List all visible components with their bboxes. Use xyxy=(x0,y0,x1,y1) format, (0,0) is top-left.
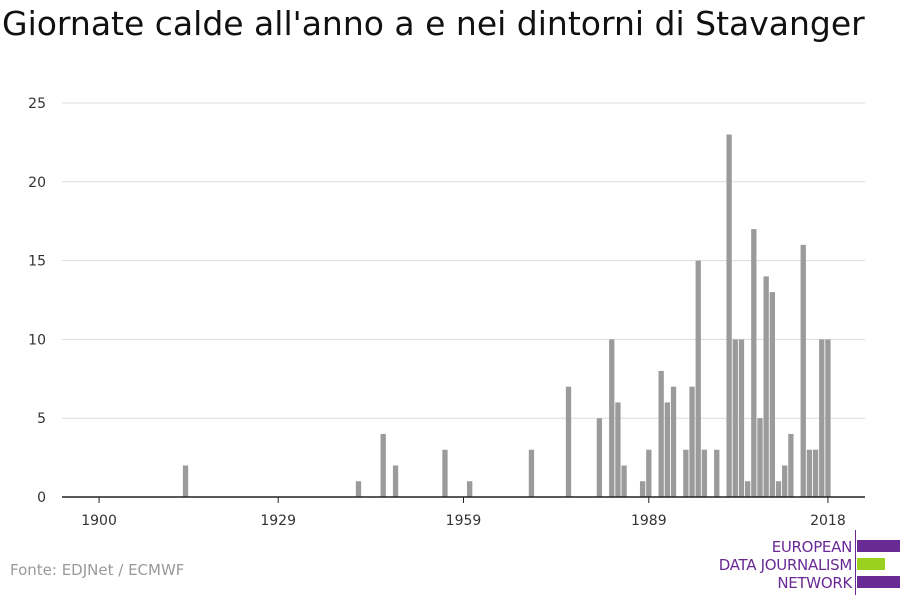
bar[interactable] xyxy=(732,339,738,497)
y-tick-label: 15 xyxy=(28,254,46,270)
bar[interactable] xyxy=(621,465,627,497)
x-axis: 1900 1929 1959 1989 2018 xyxy=(62,496,865,529)
bar[interactable] xyxy=(819,339,825,497)
bar[interactable] xyxy=(695,260,701,497)
edjnet-logo[interactable]: EUROPEAN DATA JOURNALISM NETWORK xyxy=(700,530,900,600)
bar[interactable] xyxy=(380,433,386,497)
bar[interactable] xyxy=(744,481,751,497)
bar[interactable] xyxy=(788,433,794,497)
x-tick-label: 2018 xyxy=(810,513,846,529)
x-tick-label: 1929 xyxy=(260,513,296,529)
bar[interactable] xyxy=(782,465,788,497)
bar[interactable] xyxy=(800,244,806,497)
bar[interactable] xyxy=(701,449,708,497)
bar[interactable] xyxy=(769,292,776,497)
y-axis: 0 5 10 15 20 25 xyxy=(28,96,46,506)
bar[interactable] xyxy=(751,229,757,497)
bar[interactable] xyxy=(757,418,763,497)
y-tick-label: 0 xyxy=(37,490,46,506)
bar[interactable] xyxy=(442,449,448,497)
bar[interactable] xyxy=(609,339,615,497)
bar[interactable] xyxy=(596,418,603,497)
bar[interactable] xyxy=(775,481,782,497)
logo-line-european: EUROPEAN xyxy=(771,538,853,556)
logo-bar-top xyxy=(857,540,900,552)
bar[interactable] xyxy=(658,370,664,497)
bar[interactable] xyxy=(615,402,621,497)
chart-title: Giornate calde all'anno a e nei dintorni… xyxy=(2,4,865,43)
y-tick-label: 20 xyxy=(28,175,46,191)
bar[interactable] xyxy=(825,339,831,497)
bar[interactable] xyxy=(812,449,819,497)
bar[interactable] xyxy=(639,481,646,497)
bar[interactable] xyxy=(528,449,535,497)
bar[interactable] xyxy=(763,276,769,497)
bars xyxy=(182,134,831,497)
bar[interactable] xyxy=(392,465,399,497)
gridlines xyxy=(62,102,865,419)
bar[interactable] xyxy=(714,449,720,497)
bar[interactable] xyxy=(646,449,652,497)
bar[interactable] xyxy=(355,481,362,497)
bar[interactable] xyxy=(467,481,473,497)
y-tick-label: 10 xyxy=(28,332,46,348)
bar[interactable] xyxy=(670,386,677,497)
y-tick-label: 5 xyxy=(37,411,46,427)
y-tick-label: 25 xyxy=(28,96,46,112)
source-note: Fonte: EDJNet / ECMWF xyxy=(10,561,185,579)
bar[interactable] xyxy=(726,134,732,497)
x-tick-label: 1959 xyxy=(446,513,482,529)
logo-line-network: NETWORK xyxy=(777,574,852,592)
logo-line-data-journalism: DATA JOURNALISM xyxy=(718,556,853,574)
x-tick-label: 1989 xyxy=(631,513,667,529)
bar[interactable] xyxy=(683,449,689,497)
bar[interactable] xyxy=(738,339,745,497)
bar[interactable] xyxy=(689,386,695,497)
bar[interactable] xyxy=(664,402,670,497)
logo-bar-middle xyxy=(857,558,885,570)
bar[interactable] xyxy=(806,449,813,497)
x-tick-label: 1900 xyxy=(81,513,117,529)
bar[interactable] xyxy=(565,386,572,497)
logo-bar-bottom xyxy=(857,576,900,588)
bar[interactable] xyxy=(182,465,189,497)
logo-divider xyxy=(855,530,856,595)
